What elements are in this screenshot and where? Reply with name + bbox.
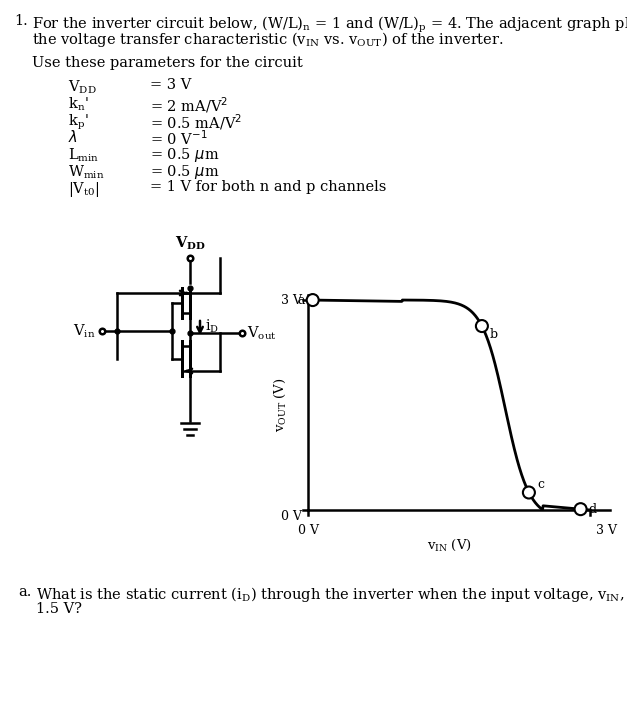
Text: d: d — [589, 503, 597, 515]
Text: V$_{\mathregular{DD}}$: V$_{\mathregular{DD}}$ — [68, 78, 97, 96]
Text: 3 V: 3 V — [281, 293, 302, 307]
Text: Use these parameters for the circuit: Use these parameters for the circuit — [32, 56, 303, 70]
Text: |V$_{\mathregular{t0}}$|: |V$_{\mathregular{t0}}$| — [68, 180, 100, 199]
Text: What is the static current (i$_{\mathregular{D}}$) through the inverter when the: What is the static current (i$_{\mathreg… — [36, 585, 627, 604]
Text: 1.: 1. — [14, 14, 28, 28]
Text: b: b — [490, 328, 498, 341]
Text: k$_{\mathregular{n}}$': k$_{\mathregular{n}}$' — [68, 95, 88, 113]
Text: 1.5 V?: 1.5 V? — [36, 602, 82, 616]
Circle shape — [476, 320, 488, 332]
Text: V$_{\mathregular{out}}$: V$_{\mathregular{out}}$ — [247, 324, 277, 342]
Text: = 0.5 mA/V$^{2}$: = 0.5 mA/V$^{2}$ — [150, 112, 242, 132]
Text: a: a — [297, 293, 305, 307]
Text: = 1 V for both n and p channels: = 1 V for both n and p channels — [150, 180, 386, 194]
Text: $\lambda$: $\lambda$ — [68, 129, 78, 145]
Text: = 0.5 $\mu$m: = 0.5 $\mu$m — [150, 163, 219, 181]
Circle shape — [523, 486, 535, 498]
Text: 0 V: 0 V — [281, 510, 302, 523]
Text: a.: a. — [18, 585, 31, 599]
Text: 3 V: 3 V — [596, 524, 617, 537]
Text: L$_{\mathregular{min}}$: L$_{\mathregular{min}}$ — [68, 146, 99, 164]
Text: W$_{\mathregular{min}}$: W$_{\mathregular{min}}$ — [68, 163, 105, 180]
Text: = 0 V$^{-1}$: = 0 V$^{-1}$ — [150, 129, 208, 148]
Circle shape — [307, 294, 319, 306]
Text: v$_{\mathregular{IN}}$ (V): v$_{\mathregular{IN}}$ (V) — [426, 538, 472, 553]
Text: = 3 V: = 3 V — [150, 78, 191, 92]
Circle shape — [574, 503, 587, 515]
Text: c: c — [537, 478, 544, 491]
Text: = 2 mA/V$^{2}$: = 2 mA/V$^{2}$ — [150, 95, 228, 115]
Text: v$_{\mathregular{OUT}}$ (V): v$_{\mathregular{OUT}}$ (V) — [272, 378, 288, 432]
Text: k$_{\mathregular{p}}$': k$_{\mathregular{p}}$' — [68, 112, 88, 132]
Text: i$_{\mathregular{D}}$: i$_{\mathregular{D}}$ — [205, 317, 219, 335]
Text: V$_{\mathregular{DD}}$: V$_{\mathregular{DD}}$ — [174, 234, 206, 252]
Text: the voltage transfer characteristic (v$_{\mathregular{IN}}$ vs. v$_{\mathregular: the voltage transfer characteristic (v$_… — [32, 30, 503, 49]
Text: 0 V: 0 V — [297, 524, 319, 537]
Text: = 0.5 $\mu$m: = 0.5 $\mu$m — [150, 146, 219, 164]
Text: For the inverter circuit below, (W/L)$_{\mathregular{n}}$ = 1 and (W/L)$_{\mathr: For the inverter circuit below, (W/L)$_{… — [32, 14, 627, 35]
Text: V$_{\mathregular{in}}$: V$_{\mathregular{in}}$ — [73, 322, 95, 340]
